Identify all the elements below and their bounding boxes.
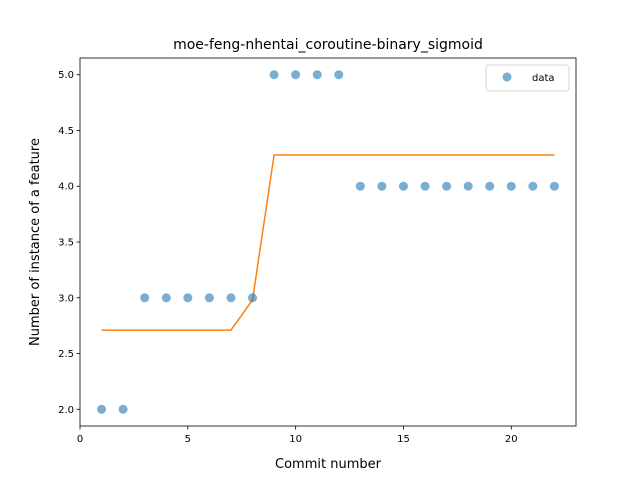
legend-marker-data [502, 72, 512, 82]
y-tick-label: 4.0 [58, 182, 74, 193]
data-point [355, 181, 365, 191]
data-point [549, 181, 559, 191]
data-point [183, 293, 193, 303]
y-tick-label: 5.0 [58, 70, 74, 81]
legend: data [485, 64, 570, 92]
y-tick-label: 3.5 [58, 238, 74, 249]
series-layer [97, 70, 559, 414]
plot-frame [79, 57, 577, 427]
data-point [506, 181, 516, 191]
y-tick-label: 2.0 [58, 405, 74, 416]
data-point [334, 70, 344, 80]
data-point [463, 181, 473, 191]
x-tick-label: 10 [289, 434, 302, 445]
data-point [442, 181, 452, 191]
data-point [398, 181, 408, 191]
data-point [485, 181, 495, 191]
legend-label-data: data [532, 73, 555, 84]
data-point [204, 293, 214, 303]
data-point [248, 293, 258, 303]
y-tick-label: 3.0 [58, 293, 74, 304]
data-point [377, 181, 387, 191]
x-tick-label: 20 [505, 434, 518, 445]
chart-title: moe-feng-nhentai_coroutine-binary_sigmoi… [173, 37, 483, 53]
fit-line [101, 154, 555, 331]
x-axis-ticks: 0 5 10 15 20 [77, 426, 518, 445]
data-point [269, 70, 279, 80]
data-point [161, 293, 171, 303]
data-point [118, 404, 128, 414]
data-point [312, 70, 322, 80]
y-tick-label: 4.5 [58, 126, 74, 137]
data-point [291, 70, 301, 80]
x-tick-label: 0 [77, 434, 83, 445]
legend-box [485, 64, 570, 92]
data-point [420, 181, 430, 191]
data-point [226, 293, 236, 303]
y-tick-label: 2.5 [58, 349, 74, 360]
x-tick-label: 15 [397, 434, 410, 445]
data-point [97, 404, 107, 414]
y-axis-ticks: 2.0 2.5 3.0 3.5 4.0 4.5 5.0 [58, 70, 80, 416]
x-tick-label: 5 [185, 434, 191, 445]
data-point [140, 293, 150, 303]
x-axis-label: Commit number [275, 457, 382, 472]
data-point [528, 181, 538, 191]
y-axis-label: Number of instance of a feature [28, 138, 43, 346]
